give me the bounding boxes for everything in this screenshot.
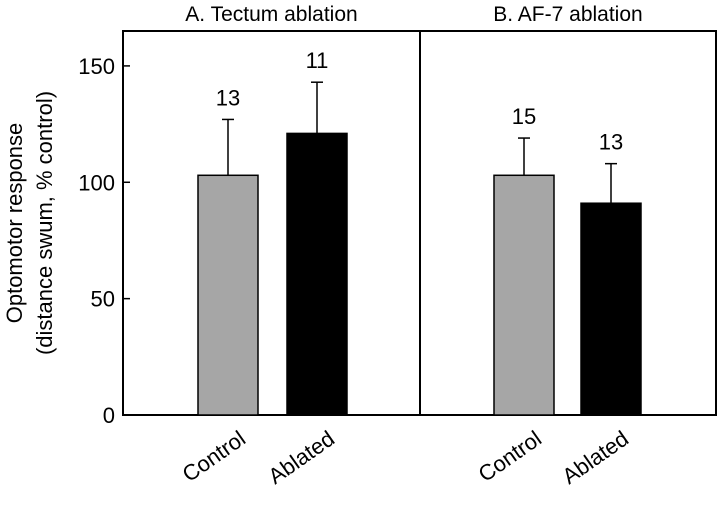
panel-title: B. AF-7 ablation [493,3,642,26]
panel-title: A. Tectum ablation [185,3,357,26]
n-label: 13 [599,130,623,155]
category-label: Control [474,426,546,487]
y-tick-label: 150 [78,54,115,79]
plot-frame [122,30,717,416]
bar-ablated [580,202,642,416]
panel-b: B. AF-7 ablation 15 Control 13 Ablated [474,3,643,489]
y-axis-title: Optomotor response (distance swum, % cont… [2,91,57,355]
bar-control [197,174,259,416]
n-label: 11 [306,48,329,73]
y-tick-label: 100 [78,170,115,195]
bar-ablated [286,132,348,416]
n-label: 13 [216,85,240,110]
n-label: 15 [512,104,536,129]
y-tick-label: 50 [91,287,115,312]
category-label: Control [178,426,250,487]
bar-control [493,174,555,416]
category-label: Ablated [264,426,339,489]
y-axis-title-line: (distance swum, % control) [32,91,57,355]
y-axis: 0 50 100 150 [78,54,130,428]
y-axis-title-line: Optomotor response [2,123,27,324]
panel-a: A. Tectum ablation 13 Control 11 Ablated [178,3,358,489]
y-tick-label: 0 [103,403,115,428]
category-label: Ablated [558,426,633,489]
